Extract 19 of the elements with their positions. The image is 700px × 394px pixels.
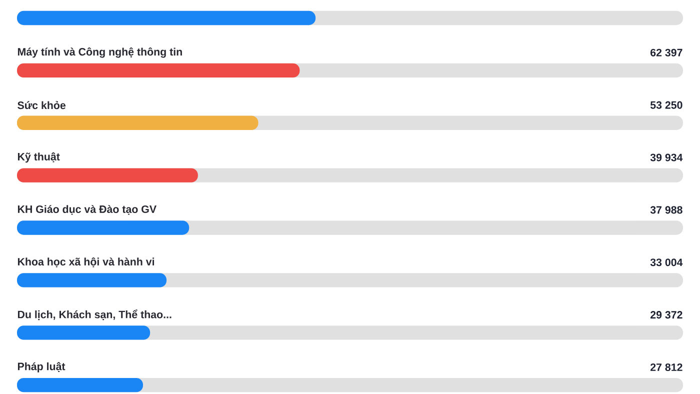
bar <box>17 273 167 288</box>
y-tick-label: Pháp luật <box>18 362 66 372</box>
data-label: 53 250 <box>650 101 682 109</box>
data-label: 33 004 <box>650 258 683 266</box>
data-label: 37 988 <box>650 206 682 214</box>
bar <box>17 326 150 340</box>
bar <box>17 168 198 182</box>
y-tick-label: Du lịch, Khách sạn, Thể thao... <box>18 310 172 320</box>
y-tick-label: Kỹ thuật <box>18 152 60 163</box>
bar <box>17 220 190 235</box>
data-label: 39 934 <box>650 154 683 162</box>
data-label: 29 372 <box>650 311 682 319</box>
y-tick-label: KH Giáo dục và Đào tạo GV <box>18 205 156 215</box>
data-label: 27 812 <box>650 363 682 372</box>
y-tick-label: Sức khỏe <box>18 101 66 110</box>
y-tick-label: Khoa học xã hội và hành vi <box>18 257 154 268</box>
bar <box>17 378 144 392</box>
y-tick-label: Máy tính và Công nghệ thông tin <box>18 47 182 58</box>
data-label: 62 397 <box>650 48 682 56</box>
